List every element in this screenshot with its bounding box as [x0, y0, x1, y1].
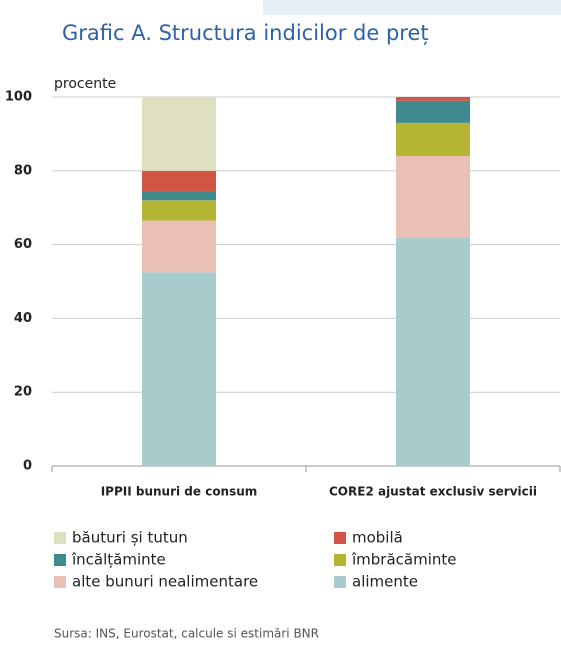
y-tick-label: 60 [14, 237, 32, 252]
y-tick-label: 80 [14, 163, 32, 178]
header-band [263, 0, 561, 15]
x-tick-label: IPPII bunuri de consum [101, 485, 258, 499]
bar-segment [396, 100, 470, 123]
bar-segment [142, 97, 216, 171]
y-tick-label: 0 [23, 459, 32, 474]
source-note: Sursa: INS, Eurostat, calcule si estimăr… [54, 627, 319, 641]
bar-segment [396, 237, 470, 466]
legend-swatch [334, 576, 346, 588]
legend-swatch [334, 554, 346, 566]
legend-label: băuturi și tutun [72, 529, 188, 547]
legend-swatch [54, 532, 66, 544]
bar-segment [142, 272, 216, 466]
legend-label: alimente [352, 573, 418, 591]
bar-segment [142, 191, 216, 201]
chart-title: Grafic A. Structura indicilor de preț [62, 21, 429, 45]
legend-label: îmbrăcăminte [351, 551, 457, 569]
y-tick-label: 40 [14, 311, 32, 326]
bar-segment [142, 200, 216, 221]
legend-label: alte bunuri nealimentare [72, 573, 258, 591]
legend-label: mobilă [352, 529, 403, 547]
bar-segment [142, 170, 216, 192]
legend-swatch [54, 554, 66, 566]
legend-swatch [54, 576, 66, 588]
y-axis-label: procente [54, 76, 116, 92]
x-tick-label: CORE2 ajustat exclusiv servicii [329, 485, 537, 499]
bar-segment [396, 122, 470, 157]
bar-segment [396, 156, 470, 238]
y-tick-label: 100 [5, 90, 32, 105]
bar-segment [142, 220, 216, 273]
legend-label: încălțăminte [71, 551, 166, 569]
y-tick-label: 20 [14, 385, 32, 400]
legend-swatch [334, 532, 346, 544]
bar-segment [396, 97, 470, 101]
